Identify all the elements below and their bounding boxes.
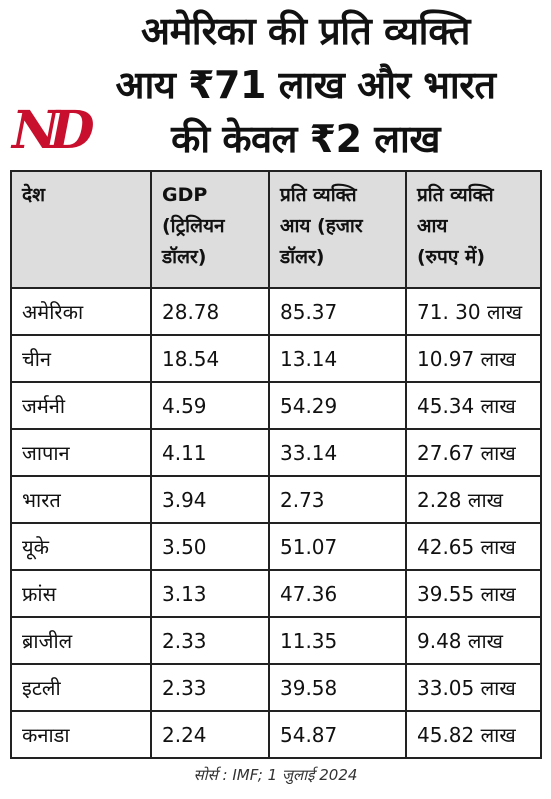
- headline-line: आय ₹71 लाख और भारत: [115, 63, 496, 107]
- table-cell: 33.05 लाख: [405, 663, 542, 712]
- logo: ND: [12, 100, 95, 161]
- table-cell: 11.35: [268, 616, 407, 665]
- table-cell: जापान: [10, 428, 152, 477]
- table-cell: 42.65 लाख: [405, 522, 542, 571]
- table-cell: ब्राजील: [10, 616, 152, 665]
- table-cell: अमेरिका: [10, 287, 152, 336]
- table-row: यूके 3.50 51.07 42.65 लाख: [10, 522, 542, 571]
- table-cell: 39.55 लाख: [405, 569, 542, 618]
- header-cell: GDP (ट्रिलियन डॉलर): [150, 170, 270, 289]
- table-cell: 2.73: [268, 475, 407, 524]
- header-line: प्रति व्यक्ति: [280, 184, 357, 206]
- table-cell: 47.36: [268, 569, 407, 618]
- table-cell: 3.50: [150, 522, 270, 571]
- table-cell: 54.29: [268, 381, 407, 430]
- table-row: अमेरिका 28.78 85.37 71. 30 लाख: [10, 287, 542, 336]
- table-cell: 54.87: [268, 710, 407, 759]
- table-cell: 2.33: [150, 616, 270, 665]
- headline-line: अमेरिका की प्रति व्यक्ति: [141, 9, 470, 53]
- table-row: जर्मनी 4.59 54.29 45.34 लाख: [10, 381, 542, 430]
- header-cell: प्रति व्यक्ति आय (हजार डॉलर): [268, 170, 407, 289]
- table-cell: 45.34 लाख: [405, 381, 542, 430]
- table-row: इटली 2.33 39.58 33.05 लाख: [10, 663, 542, 712]
- table-cell: 28.78: [150, 287, 270, 336]
- table-cell: 18.54: [150, 334, 270, 383]
- header-line: डॉलर): [280, 246, 325, 268]
- table-cell: यूके: [10, 522, 152, 571]
- header-line: (रुपए में): [417, 246, 486, 268]
- header-line: प्रति व्यक्ति: [417, 184, 494, 206]
- table-row: ब्राजील 2.33 11.35 9.48 लाख: [10, 616, 542, 665]
- table-cell: इटली: [10, 663, 152, 712]
- headline: अमेरिका की प्रति व्यक्ति आय ₹71 लाख और भा…: [60, 4, 551, 166]
- table-row: जापान 4.11 33.14 27.67 लाख: [10, 428, 542, 477]
- source-note: सोर्स : IMF; 1 जुलाई 2024: [193, 766, 358, 784]
- table-row: कनाडा 2.24 54.87 45.82 लाख: [10, 710, 542, 759]
- gdp-table: देश GDP (ट्रिलियन डॉलर) प्रति व्यक्ति आय (हजा…: [10, 170, 542, 759]
- table-cell: फ्रांस: [10, 569, 152, 618]
- table-cell: कनाडा: [10, 710, 152, 759]
- table-cell: 13.14: [268, 334, 407, 383]
- table-cell: 3.94: [150, 475, 270, 524]
- table-cell: 4.11: [150, 428, 270, 477]
- table-cell: 4.59: [150, 381, 270, 430]
- table-cell: 85.37: [268, 287, 407, 336]
- header-line: देश: [22, 184, 46, 206]
- table-cell: 39.58: [268, 663, 407, 712]
- table-cell: 2.24: [150, 710, 270, 759]
- table-row: फ्रांस 3.13 47.36 39.55 लाख: [10, 569, 542, 618]
- header-line: GDP: [162, 184, 208, 206]
- header-row: देश GDP (ट्रिलियन डॉलर) प्रति व्यक्ति आय (हजा…: [10, 170, 542, 289]
- table-cell: जर्मनी: [10, 381, 152, 430]
- table-cell: चीन: [10, 334, 152, 383]
- table-cell: भारत: [10, 475, 152, 524]
- table-cell: 2.33: [150, 663, 270, 712]
- table-row: भारत 3.94 2.73 2.28 लाख: [10, 475, 542, 524]
- table-cell: 45.82 लाख: [405, 710, 542, 759]
- header-line: आय (हजार: [280, 215, 363, 237]
- header-cell: देश: [10, 170, 152, 289]
- header-cell: प्रति व्यक्ति आय (रुपए में): [405, 170, 542, 289]
- table-cell: 51.07: [268, 522, 407, 571]
- header-line: (ट्रिलियन: [162, 215, 225, 237]
- table-cell: 33.14: [268, 428, 407, 477]
- table-cell: 71. 30 लाख: [405, 287, 542, 336]
- table-cell: 3.13: [150, 569, 270, 618]
- headline-line: की केवल ₹2 लाख: [171, 117, 440, 161]
- header-line: डॉलर): [162, 246, 207, 268]
- table-body: अमेरिका 28.78 85.37 71. 30 लाख चीन 18.54 13.14…: [10, 287, 542, 759]
- table-cell: 10.97 लाख: [405, 334, 542, 383]
- table-row: चीन 18.54 13.14 10.97 लाख: [10, 334, 542, 383]
- header-line: आय: [417, 215, 448, 237]
- table-cell: 2.28 लाख: [405, 475, 542, 524]
- table-cell: 27.67 लाख: [405, 428, 542, 477]
- table-cell: 9.48 लाख: [405, 616, 542, 665]
